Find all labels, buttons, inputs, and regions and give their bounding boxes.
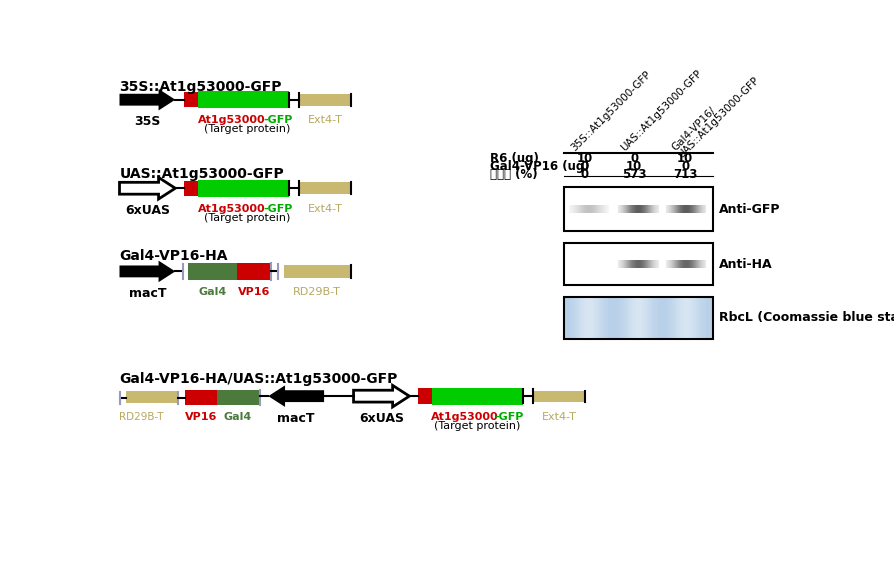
Bar bbox=[299, 93, 351, 106]
Text: Anti-GFP: Anti-GFP bbox=[720, 203, 780, 215]
Text: RD29B-T: RD29B-T bbox=[120, 411, 164, 421]
Text: UAS::At1g53000-GFP: UAS::At1g53000-GFP bbox=[619, 68, 704, 153]
Bar bbox=[283, 265, 351, 278]
Text: macT: macT bbox=[277, 411, 315, 424]
Text: 573: 573 bbox=[622, 168, 646, 181]
Text: Gal4-VP16-HA/UAS::At1g53000-GFP: Gal4-VP16-HA/UAS::At1g53000-GFP bbox=[120, 372, 398, 386]
Text: RbcL (Coomassie blue staininig): RbcL (Coomassie blue staininig) bbox=[720, 312, 894, 325]
Bar bbox=[198, 180, 290, 197]
Text: -GFP: -GFP bbox=[264, 204, 293, 214]
Bar bbox=[237, 263, 272, 280]
Polygon shape bbox=[120, 261, 175, 282]
Polygon shape bbox=[353, 386, 409, 407]
Text: Ext4-T: Ext4-T bbox=[308, 204, 342, 214]
Text: 0: 0 bbox=[630, 153, 638, 166]
Text: 35S::At1g53000-GFP: 35S::At1g53000-GFP bbox=[569, 69, 653, 153]
Text: R6 (ug): R6 (ug) bbox=[490, 153, 539, 166]
Text: Gal4-VP16 (ug): Gal4-VP16 (ug) bbox=[490, 160, 589, 173]
Bar bbox=[533, 391, 586, 402]
Bar bbox=[417, 389, 432, 404]
Bar bbox=[184, 181, 198, 196]
Text: 10: 10 bbox=[577, 153, 593, 166]
Text: Ext4-T: Ext4-T bbox=[542, 411, 577, 421]
Bar bbox=[432, 387, 523, 404]
Bar bbox=[299, 182, 351, 194]
Text: 6xUAS: 6xUAS bbox=[125, 204, 170, 217]
Text: At1g53000: At1g53000 bbox=[198, 115, 266, 125]
Bar bbox=[217, 390, 260, 404]
Text: Anti-HA: Anti-HA bbox=[720, 258, 773, 271]
Text: Gal4: Gal4 bbox=[198, 287, 226, 297]
Text: -GFP: -GFP bbox=[494, 411, 524, 421]
Text: 6xUAS: 6xUAS bbox=[359, 411, 404, 424]
Text: 35S::At1g53000-GFP: 35S::At1g53000-GFP bbox=[120, 80, 282, 94]
Text: VP16: VP16 bbox=[238, 287, 271, 297]
Polygon shape bbox=[120, 89, 175, 110]
Bar bbox=[126, 391, 178, 403]
Text: macT: macT bbox=[129, 287, 166, 300]
Text: 0: 0 bbox=[580, 168, 588, 181]
Text: RD29B-T: RD29B-T bbox=[293, 287, 342, 297]
Text: 0: 0 bbox=[681, 160, 689, 173]
Text: Gal4: Gal4 bbox=[224, 411, 252, 421]
Text: 10: 10 bbox=[626, 160, 642, 173]
Bar bbox=[184, 92, 198, 107]
Text: Gal4-VP16-HA: Gal4-VP16-HA bbox=[120, 249, 228, 263]
Text: 35S: 35S bbox=[134, 115, 161, 128]
Text: 713: 713 bbox=[673, 168, 697, 181]
Text: (Target protein): (Target protein) bbox=[204, 213, 291, 223]
Text: UAS::At1g53000-GFP: UAS::At1g53000-GFP bbox=[120, 167, 284, 181]
Bar bbox=[189, 263, 237, 280]
Polygon shape bbox=[268, 386, 325, 407]
Text: -GFP: -GFP bbox=[264, 115, 293, 125]
Text: At1g53000: At1g53000 bbox=[198, 204, 266, 214]
Bar bbox=[185, 390, 217, 404]
Text: (Target protein): (Target protein) bbox=[204, 124, 291, 134]
Text: 10: 10 bbox=[677, 153, 694, 166]
Bar bbox=[198, 91, 290, 108]
Text: VP16: VP16 bbox=[185, 411, 217, 421]
Bar bbox=[563, 297, 713, 339]
Text: (Target protein): (Target protein) bbox=[434, 421, 520, 431]
Text: Gal4-VP16/: Gal4-VP16/ bbox=[670, 105, 717, 153]
Bar bbox=[563, 243, 713, 285]
Polygon shape bbox=[120, 177, 175, 199]
Text: UAS::At1g53000-GFP: UAS::At1g53000-GFP bbox=[676, 75, 761, 160]
Text: 0: 0 bbox=[580, 160, 588, 173]
Bar bbox=[563, 187, 713, 231]
Text: Ext4-T: Ext4-T bbox=[308, 115, 342, 125]
Text: 증가량 (%): 증가량 (%) bbox=[490, 168, 537, 181]
Text: At1g53000: At1g53000 bbox=[431, 411, 498, 421]
